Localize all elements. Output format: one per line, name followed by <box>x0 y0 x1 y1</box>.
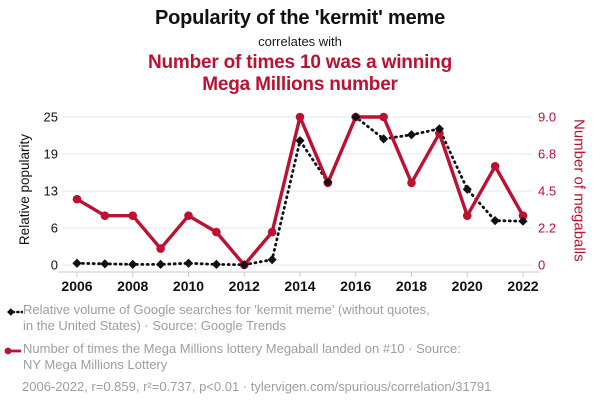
correlates-with-label: correlates with <box>258 34 342 49</box>
x-tick-label: 2016 <box>340 278 371 294</box>
left-tick-label: 25 <box>44 110 58 125</box>
x-tick-label: 2022 <box>507 278 538 294</box>
kermit-data-point <box>518 216 528 226</box>
megaballs-data-point <box>156 244 165 253</box>
right-tick-label: 4.5 <box>538 184 556 199</box>
megaballs-data-point <box>490 162 500 171</box>
legend-text-kermit: Relative volume of Google searches for '… <box>23 302 430 333</box>
right-tick-label: 2.2 <box>538 221 556 236</box>
kermit-data-point <box>490 216 500 226</box>
megaballs-data-point <box>462 211 472 220</box>
megaballs-data-point <box>100 211 110 220</box>
kermit-data-point <box>351 112 361 122</box>
right-tick-label: 6.8 <box>538 147 556 162</box>
megaballs-data-point <box>184 211 193 220</box>
left-tick-label: 13 <box>44 184 58 199</box>
x-tick-label: 2020 <box>452 278 483 294</box>
title-kermit-series: Popularity of the 'kermit' meme <box>154 7 446 29</box>
x-tick-label: 2008 <box>117 278 148 294</box>
chart-legend: Relative volume of Google searches for '… <box>3 302 597 380</box>
kermit-data-point <box>72 258 82 268</box>
chart-header: Popularity of the 'kermit' meme correlat… <box>0 0 600 96</box>
kermit-data-point <box>239 260 249 270</box>
kermit-data-point <box>211 259 221 270</box>
diamond-dotted-line-icon <box>7 308 23 316</box>
megaballs-data-point <box>407 178 416 188</box>
kermit-data-point <box>100 259 110 269</box>
kermit-data-point <box>462 184 472 194</box>
x-tick-label: 2014 <box>284 278 315 294</box>
megaballs-data-point <box>267 227 277 237</box>
megaballs-data-point <box>212 227 221 237</box>
kermit-data-point <box>295 136 305 146</box>
megaballs-data-point <box>518 211 528 220</box>
circle-solid-line-icon <box>4 347 21 355</box>
title-megaball-line2: Mega Millions number <box>202 74 398 95</box>
x-tick-label: 2010 <box>173 278 204 294</box>
kermit-data-point <box>323 177 333 187</box>
title-megaball-line1: Number of times 10 was a winning <box>147 52 452 73</box>
megaballs-data-point <box>435 129 444 138</box>
legend-item-megaballs: Number of times the Mega Millions lotter… <box>3 341 597 372</box>
left-tick-label: 0 <box>51 258 58 273</box>
kermit-data-point <box>128 259 138 270</box>
kermit-data-point <box>267 255 277 265</box>
x-tick-label: 2012 <box>229 278 260 294</box>
x-tick-label: 2018 <box>396 278 427 294</box>
right-axis-title: Number of megaballs <box>570 118 588 262</box>
x-tick-label: 2006 <box>61 278 92 294</box>
title-megaball-series: Number of times 10 was a winning Mega Mil… <box>0 52 600 96</box>
left-tick-label: 19 <box>44 147 58 162</box>
kermit-data-point <box>434 124 444 134</box>
right-tick-label: 9.0 <box>538 110 556 125</box>
left-tick-label: 6 <box>51 221 58 236</box>
kermit-data-point <box>406 130 417 140</box>
legend-item-kermit: Relative volume of Google searches for '… <box>3 302 597 333</box>
megaballs-data-point <box>295 112 305 122</box>
megaballs-data-point <box>379 112 388 122</box>
chart-plot-area: 2006 2008 2010 2012 2014 2016 2018 2020 20220613… <box>44 110 557 295</box>
legend-text-megaballs: Number of times the Mega Millions lotter… <box>23 341 461 372</box>
kermit-data-point <box>156 259 166 270</box>
kermit-data-point <box>379 134 389 144</box>
megaballs-data-point <box>128 211 138 220</box>
right-tick-label: 0 <box>538 258 545 273</box>
stats-line: 2006-2022, r=0.859, r²=0.737, p<0.01 · t… <box>22 379 492 394</box>
kermit-data-point <box>183 258 194 268</box>
megaballs-data-point <box>72 194 82 204</box>
